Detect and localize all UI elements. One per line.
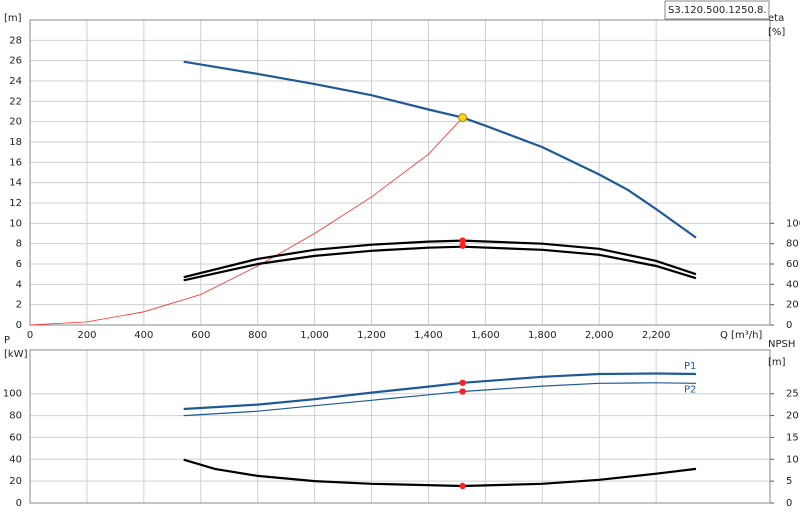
operating-point	[459, 379, 466, 386]
y-tick-label: 20	[9, 476, 22, 487]
y-tick-label: 4	[16, 279, 22, 290]
y2-tick-label: 0	[786, 320, 792, 331]
y2-tick-label: 100	[786, 218, 800, 229]
operating-point	[459, 388, 466, 395]
plot-frame	[29, 349, 771, 504]
y-tick-label: 12	[9, 198, 22, 209]
y2-tick-label: 80	[786, 239, 799, 250]
x-tick-label: 1,600	[471, 330, 500, 341]
y2-tick-label: 20	[786, 411, 799, 422]
x-tick-label: 2,200	[642, 330, 671, 341]
y2-tick-label: 5	[786, 476, 792, 487]
title-box	[664, 0, 770, 20]
y-tick-label: 20	[9, 117, 22, 128]
plot-frame	[29, 19, 771, 326]
y-tick-label: 80	[9, 411, 22, 422]
y-axis-unit: [m]	[4, 13, 22, 24]
y2-axis-label: NPSH	[768, 339, 795, 350]
y-tick-label: 0	[16, 498, 22, 509]
curve	[183, 60, 697, 239]
y2-axis-label: eta	[768, 13, 784, 24]
y-axis-unit: [kW]	[4, 349, 28, 360]
x-tick-label: 200	[77, 330, 96, 341]
y-tick-label: 10	[9, 218, 22, 229]
operating-point	[459, 242, 466, 249]
x-tick-label: 1,800	[528, 330, 557, 341]
curve	[183, 245, 697, 282]
y2-tick-label: 0	[786, 498, 792, 509]
y-tick-label: 18	[9, 137, 22, 148]
y2-axis-unit: [m]	[768, 357, 786, 368]
curve	[183, 372, 697, 411]
operating-point	[459, 482, 466, 490]
series-label: P2	[684, 384, 696, 395]
y2-tick-label: 20	[786, 300, 799, 311]
y-tick-label: 14	[9, 178, 22, 189]
y-tick-label: 6	[16, 259, 22, 270]
series-label: P1	[684, 361, 696, 372]
y-tick-label: 8	[16, 239, 22, 250]
x-tick-label: 1,200	[357, 330, 386, 341]
y-tick-label: 24	[9, 76, 22, 87]
x-tick-label: 0	[27, 330, 33, 341]
y-tick-label: 2	[16, 300, 22, 311]
y-tick-label: 40	[9, 454, 22, 465]
y-tick-label: 22	[9, 96, 22, 107]
y-tick-label: 28	[9, 35, 22, 46]
curve	[183, 239, 697, 279]
x-tick-label: 1,400	[414, 330, 443, 341]
operating-point	[458, 113, 468, 123]
y2-tick-label: 25	[786, 389, 799, 400]
x-tick-label: 2,000	[585, 330, 614, 341]
y-tick-label: 26	[9, 56, 22, 67]
y-axis-label: H	[4, 0, 12, 2]
y-tick-label: 0	[16, 320, 22, 331]
operating-point	[459, 237, 466, 244]
curve	[183, 458, 697, 488]
chart-title: S3.120.500.1250.8.	[668, 5, 767, 16]
x-tick-label: 600	[191, 330, 210, 341]
y2-tick-label: 40	[786, 279, 799, 290]
y-tick-label: 16	[9, 157, 22, 168]
x-tick-label: 400	[134, 330, 153, 341]
y-tick-label: 100	[3, 389, 22, 400]
x-axis-label: Q [m³/h]	[720, 330, 762, 341]
curve	[29, 117, 463, 326]
y-axis-label: P	[4, 335, 10, 346]
y2-axis-unit: [%]	[768, 27, 785, 38]
x-tick-label: 800	[248, 330, 267, 341]
y-tick-label: 60	[9, 432, 22, 443]
y2-tick-label: 10	[786, 454, 799, 465]
y2-tick-label: 60	[786, 259, 799, 270]
curve	[183, 382, 697, 417]
x-tick-label: 1,000	[300, 330, 329, 341]
y2-tick-label: 15	[786, 432, 799, 443]
